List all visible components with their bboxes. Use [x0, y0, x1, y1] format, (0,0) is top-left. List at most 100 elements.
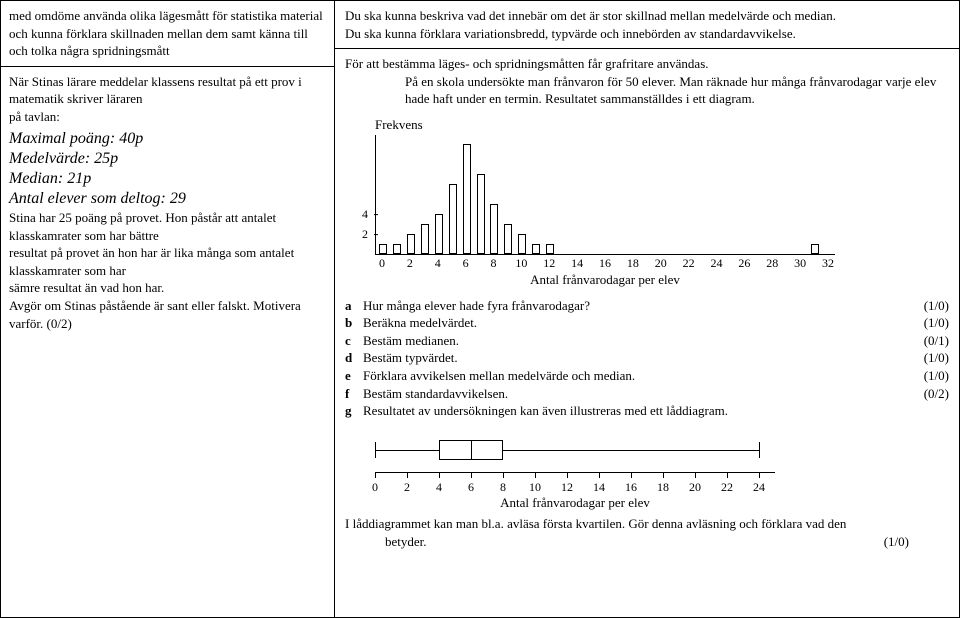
left-separator [1, 66, 334, 67]
boxplot-area [375, 430, 775, 470]
question-tag: g [345, 402, 357, 420]
closing-line1: I låddiagrammet kan man bl.a. avläsa för… [345, 515, 949, 533]
left-para2c: sämre resultat än vad hon har. [9, 279, 326, 297]
stat-max: Maximal poäng: 40p [9, 129, 326, 149]
question-tag: f [345, 385, 357, 403]
stat-mean: Medelvärde: 25p [9, 149, 326, 169]
question-score: (1/0) [909, 314, 949, 332]
boxplot: 024681012141618202224 Antal frånvarodaga… [375, 430, 949, 512]
question-row: e Förklara avvikelsen mellan medelvärde o… [345, 367, 949, 385]
boxplot-xtick: 10 [529, 479, 541, 495]
boxplot-xtick: 0 [372, 479, 378, 495]
boxplot-xtick: 14 [593, 479, 605, 495]
question-score: (1/0) [909, 297, 949, 315]
chart-xtick: 12 [543, 255, 555, 271]
chart-bar [518, 234, 526, 254]
question-score: (0/2) [909, 385, 949, 403]
chart-xtick: 28 [766, 255, 778, 271]
boxplot-xlabel: Antal frånvarodagar per elev [375, 494, 775, 512]
chart-bars [376, 135, 835, 254]
chart-bar [532, 244, 540, 254]
chart-area: 24 [375, 135, 835, 255]
chart-xtick: 18 [627, 255, 639, 271]
boxplot-xtick: 18 [657, 479, 669, 495]
chart-xtick: 8 [490, 255, 496, 271]
chart-bar [504, 224, 512, 254]
chart-ytick: 2 [362, 226, 368, 242]
right-top1: Du ska kunna beskriva vad det innebär om… [345, 7, 949, 25]
right-p1: För att bestämma läges- och spridningsmå… [345, 55, 949, 73]
chart-ytick: 4 [362, 206, 368, 222]
question-tag: a [345, 297, 357, 315]
right-p2: På en skola undersökte man frånvaron för… [345, 73, 949, 108]
left-para2: Stina har 25 poäng på provet. Hon påstår… [9, 209, 326, 244]
question-text: Bestäm medianen. [363, 332, 903, 350]
question-text: Bestäm typvärdet. [363, 349, 903, 367]
chart-bar [449, 184, 457, 254]
left-intro1: med omdöme använda olika lägesmått för s… [9, 7, 326, 60]
boxplot-part [375, 450, 439, 451]
question-tag: e [345, 367, 357, 385]
question-score: (1/0) [909, 367, 949, 385]
chart-bar [463, 144, 471, 254]
chart-xtick: 14 [571, 255, 583, 271]
chart-bar [477, 174, 485, 254]
question-row: bBeräkna medelvärdet.(1/0) [345, 314, 949, 332]
chart-xtick: 30 [794, 255, 806, 271]
left-intro2b: på tavlan: [9, 108, 326, 126]
boxplot-xtick: 24 [753, 479, 765, 495]
left-para2b: resultat på provet än hon har är lika må… [9, 244, 326, 279]
question-row: f Bestäm standardavvikelsen. (0/2) [345, 385, 949, 403]
question-text: Bestäm standardavvikelsen. [363, 385, 903, 403]
stat-count: Antal elever som deltog: 29 [9, 189, 326, 209]
question-score: (0/1) [909, 332, 949, 350]
boxplot-xtick: 20 [689, 479, 701, 495]
chart-xtick: 22 [683, 255, 695, 271]
boxplot-part [503, 450, 759, 451]
boxplot-xtick: 8 [500, 479, 506, 495]
right-top2: Du ska kunna förklara variationsbredd, t… [345, 25, 949, 43]
stat-median: Median: 21p [9, 169, 326, 189]
boxplot-xtick: 2 [404, 479, 410, 495]
question-score: (1/0) [909, 349, 949, 367]
question-row: g Resultatet av undersökningen kan även i… [345, 402, 949, 420]
right-separator [335, 48, 959, 49]
histogram: Frekvens 24 0246810121416182022242628303… [375, 116, 949, 289]
boxplot-axis: 024681012141618202224 [375, 472, 775, 494]
chart-xtick: 4 [435, 255, 441, 271]
chart-bar [490, 204, 498, 254]
chart-xtick: 6 [463, 255, 469, 271]
boxplot-xtick: 4 [436, 479, 442, 495]
question-score [909, 402, 949, 420]
question-text: Hur många elever hade fyra frånvarodagar… [363, 297, 903, 315]
chart-ylabel: Frekvens [375, 116, 949, 134]
left-para3: Avgör om Stinas påstående är sant eller … [9, 297, 326, 332]
boxplot-xtick: 6 [468, 479, 474, 495]
chart-bar [393, 244, 401, 254]
question-text: Resultatet av undersökningen kan även il… [363, 402, 903, 420]
chart-xaxis: 02468101214161820222426283032 [375, 255, 835, 273]
chart-xtick: 20 [655, 255, 667, 271]
question-tag: c [345, 332, 357, 350]
question-row: a Hur många elever hade fyra frånvarodaga… [345, 297, 949, 315]
left-column: med omdöme använda olika lägesmått för s… [0, 0, 335, 618]
question-list: a Hur många elever hade fyra frånvarodaga… [345, 297, 949, 420]
question-text: Beräkna medelvärdet. [363, 314, 903, 332]
chart-xtick: 16 [599, 255, 611, 271]
chart-bar [435, 214, 443, 254]
boxplot-part [471, 440, 472, 460]
chart-xtick: 0 [379, 255, 385, 271]
question-text: Förklara avvikelsen mellan medelvärde oc… [363, 367, 903, 385]
closing-word: betyder. [385, 533, 427, 551]
question-row: dBestäm typvärdet.(1/0) [345, 349, 949, 367]
chart-bar [421, 224, 429, 254]
boxplot-xtick: 12 [561, 479, 573, 495]
question-row: c Bestäm medianen. (0/1) [345, 332, 949, 350]
chart-xtick: 32 [822, 255, 834, 271]
chart-bar [407, 234, 415, 254]
chart-xlabel: Antal frånvarodagar per elev [375, 271, 835, 289]
chart-xtick: 24 [711, 255, 723, 271]
chart-xtick: 10 [515, 255, 527, 271]
chart-bar [546, 244, 554, 254]
right-column: Du ska kunna beskriva vad det innebär om… [335, 0, 960, 618]
